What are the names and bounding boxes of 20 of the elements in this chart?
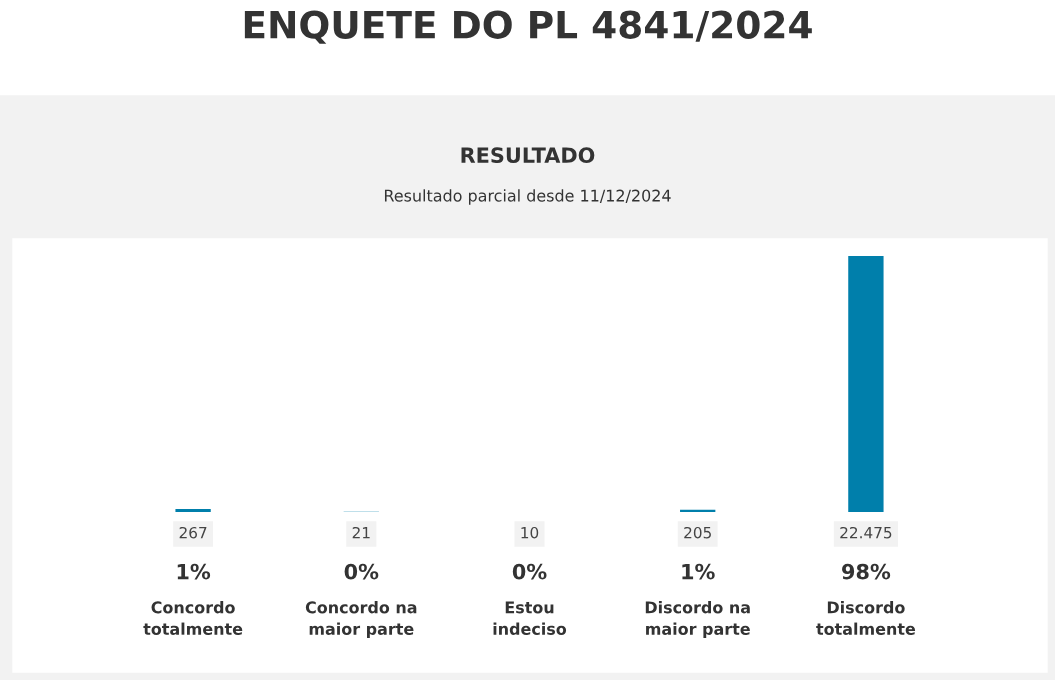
x-tick-label: Discordo na maior parte: [645, 601, 750, 639]
text: Resultado parcial desde 11/12/2024: [384, 189, 671, 205]
data-label: 267: [179, 526, 207, 539]
text: 0%: [512, 563, 547, 580]
data-label: 21: [352, 526, 370, 539]
text: 1%: [682, 563, 715, 580]
bar: [848, 256, 884, 512]
data-label: 205: [684, 526, 711, 539]
x-tick-label: Concordo na maior parte: [305, 601, 417, 639]
text: 98%: [842, 563, 891, 580]
data-label: 22.475: [840, 526, 892, 539]
data-label: 10: [521, 526, 539, 539]
x-tick-label: Concordo totalmente: [143, 601, 243, 635]
x-tick-label: Discordo totalmente: [816, 601, 916, 635]
bar: [175, 508, 211, 512]
chart-title: ENQUETE DO PL 4841/2024: [244, 10, 812, 44]
chart-subtitle: RESULTADO: [461, 147, 595, 164]
x-tick-label: Estou indeciso: [493, 601, 567, 635]
text: 0%: [344, 563, 379, 580]
text: 1%: [177, 563, 211, 580]
